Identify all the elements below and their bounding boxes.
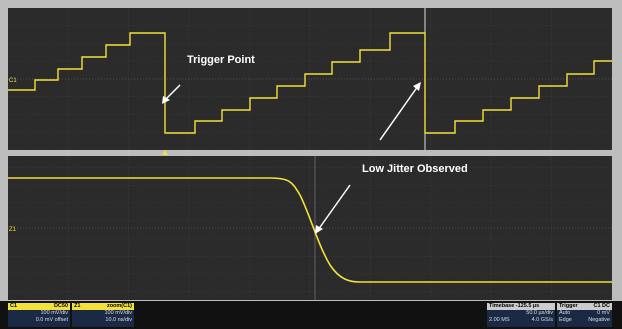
arrowhead <box>315 225 323 234</box>
label: 100 mV/div <box>40 310 68 316</box>
trace-label: Z1 <box>9 227 17 233</box>
row: 50.0 µs/div <box>487 310 555 317</box>
label: zoom(C1) <box>106 303 132 309</box>
arrow <box>317 184 351 231</box>
label: Trigger <box>559 303 578 309</box>
label: C1 <box>10 303 18 309</box>
label: Z1 <box>74 303 81 309</box>
arrow <box>164 84 181 101</box>
arrowhead <box>162 96 170 104</box>
annotation: Low Jitter Observed <box>362 163 468 175</box>
arrow <box>379 85 419 141</box>
annotation: Trigger Point <box>187 54 255 66</box>
arrowhead <box>413 82 421 91</box>
label: 100 mV/div <box>104 310 132 316</box>
waveform <box>8 177 612 283</box>
bottom-grid-lines <box>8 156 612 300</box>
box-header: C1 DC50 <box>8 303 70 310</box>
row: 10.0 ns/div <box>72 317 134 324</box>
label: 2.00 MS <box>489 317 510 323</box>
label: Negative <box>588 317 610 323</box>
label: 0 mV <box>597 310 610 316</box>
label: Edge <box>559 317 572 323</box>
trace-label: C1 <box>9 78 17 84</box>
zoom-box[interactable]: Z1 zoom(C1) 100 mV/div 10.0 ns/div <box>72 303 134 327</box>
label: DC50 <box>53 303 68 309</box>
row: 0.0 mV offset <box>8 317 70 324</box>
row: 100 mV/div <box>72 310 134 317</box>
label: C1 DC <box>593 303 610 309</box>
box-header: Z1 zoom(C1) <box>72 303 134 310</box>
row: Edge Negative <box>557 317 612 324</box>
label: 0.0 mV offset <box>35 317 68 323</box>
label: 10.0 ns/div <box>105 317 132 323</box>
waveform <box>8 32 612 134</box>
box-header: Timebase -125.5 µs <box>487 303 555 310</box>
label: Timebase -125.5 µs <box>489 303 540 309</box>
row: 2.00 MS 4.0 GS/s <box>487 317 555 324</box>
label: Auto <box>559 310 571 316</box>
box-header: Trigger C1 DC <box>557 303 612 310</box>
row: 100 mV/div <box>8 310 70 317</box>
trigger-marker <box>162 150 168 155</box>
row: Auto 0 mV <box>557 310 612 317</box>
channel-box[interactable]: C1 DC50 100 mV/div 0.0 mV offset <box>8 303 70 327</box>
timebase-box[interactable]: Timebase -125.5 µs 50.0 µs/div 2.00 MS 4.… <box>487 303 555 327</box>
top-grid-lines <box>8 8 612 150</box>
label: 50.0 µs/div <box>526 310 553 316</box>
label: 4.0 GS/s <box>531 317 553 323</box>
trigger-box[interactable]: Trigger C1 DC Auto 0 mV Edge Negative <box>557 303 612 327</box>
